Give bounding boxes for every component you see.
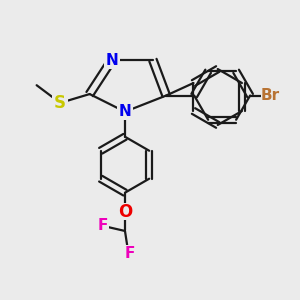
FancyBboxPatch shape xyxy=(97,217,109,233)
Text: Br: Br xyxy=(261,88,280,103)
Text: N: N xyxy=(118,104,131,119)
FancyBboxPatch shape xyxy=(261,87,280,104)
FancyBboxPatch shape xyxy=(118,203,132,220)
Text: F: F xyxy=(124,246,135,261)
FancyBboxPatch shape xyxy=(123,245,136,261)
FancyBboxPatch shape xyxy=(52,94,68,112)
FancyBboxPatch shape xyxy=(117,103,133,120)
Text: N: N xyxy=(105,53,118,68)
FancyBboxPatch shape xyxy=(103,52,120,69)
Text: F: F xyxy=(98,218,108,232)
Text: O: O xyxy=(118,203,132,221)
Text: S: S xyxy=(54,94,66,112)
